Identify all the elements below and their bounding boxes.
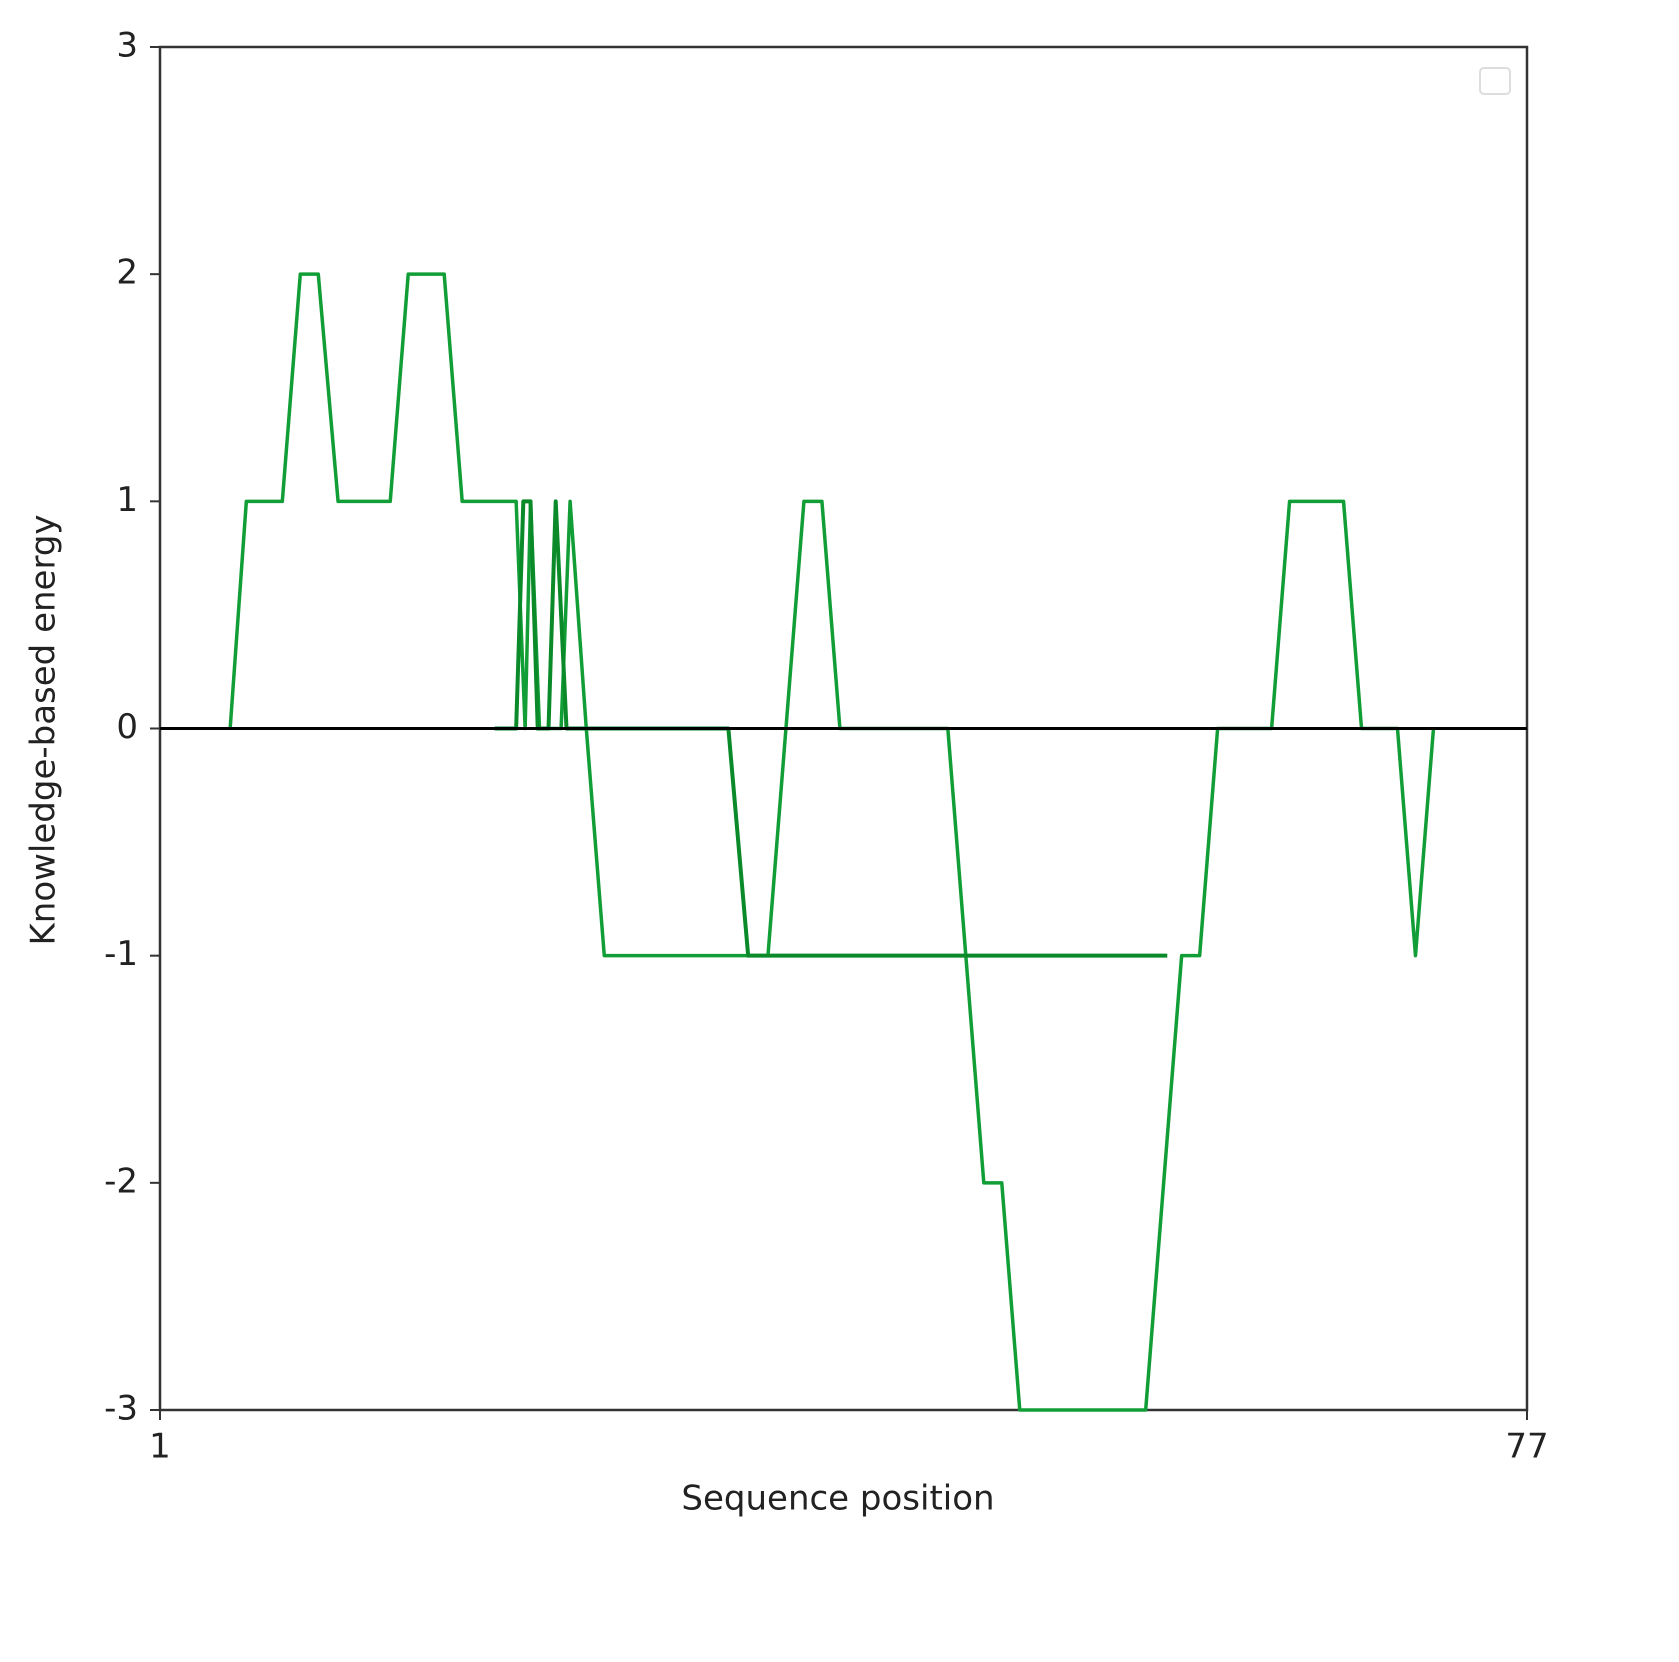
y-tick-label: -3 <box>104 1389 138 1429</box>
x-tick-label: 1 <box>149 1427 171 1467</box>
x-tick-label: 77 <box>1505 1427 1548 1467</box>
legend-box <box>1479 67 1511 95</box>
y-tick-label: 3 <box>116 26 138 66</box>
x-axis-label: Sequence position <box>681 1479 994 1519</box>
y-tick-label: -2 <box>104 1161 138 1201</box>
y-tick-label: -1 <box>104 934 138 974</box>
y-axis-label: Knowledge-based energy <box>24 514 64 945</box>
y-tick-label: 0 <box>116 707 138 747</box>
data-line <box>494 499 1168 958</box>
y-tick-label: 1 <box>116 480 138 520</box>
y-tick-label: 2 <box>116 253 138 293</box>
data-line <box>228 272 1436 1412</box>
